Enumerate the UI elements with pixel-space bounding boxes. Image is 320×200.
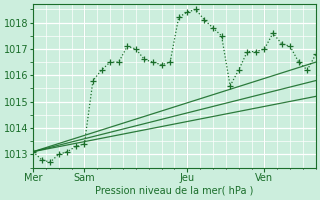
X-axis label: Pression niveau de la mer( hPa ): Pression niveau de la mer( hPa ) bbox=[95, 186, 253, 196]
